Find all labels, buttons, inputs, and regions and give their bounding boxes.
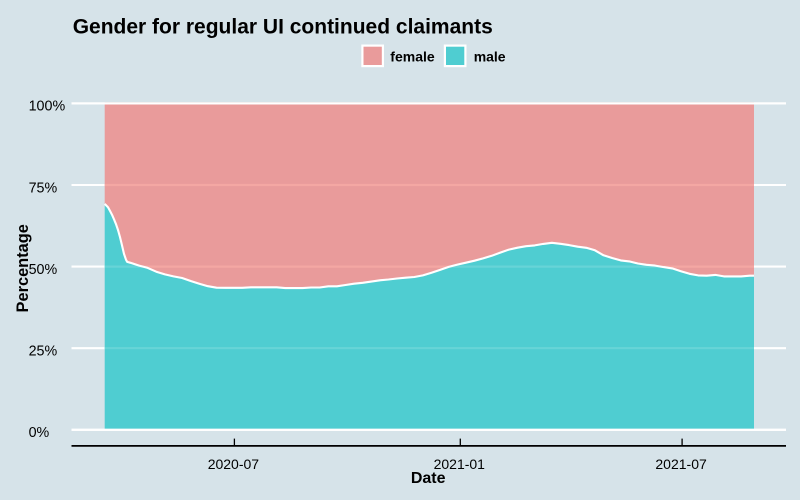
svg-text:2021-07: 2021-07: [655, 456, 707, 472]
svg-text:Percentage: Percentage: [14, 224, 32, 312]
svg-text:50%: 50%: [29, 262, 58, 278]
svg-text:100%: 100%: [29, 99, 66, 115]
svg-text:Gender for regular UI continue: Gender for regular UI continued claimant…: [73, 16, 493, 39]
svg-text:Date: Date: [411, 470, 446, 487]
svg-text:0%: 0%: [29, 425, 50, 441]
svg-text:male: male: [474, 48, 506, 64]
svg-text:female: female: [390, 48, 435, 64]
svg-text:75%: 75%: [29, 180, 58, 196]
svg-text:25%: 25%: [29, 344, 58, 360]
svg-text:2021-01: 2021-01: [434, 456, 486, 472]
svg-text:2020-07: 2020-07: [208, 456, 260, 472]
